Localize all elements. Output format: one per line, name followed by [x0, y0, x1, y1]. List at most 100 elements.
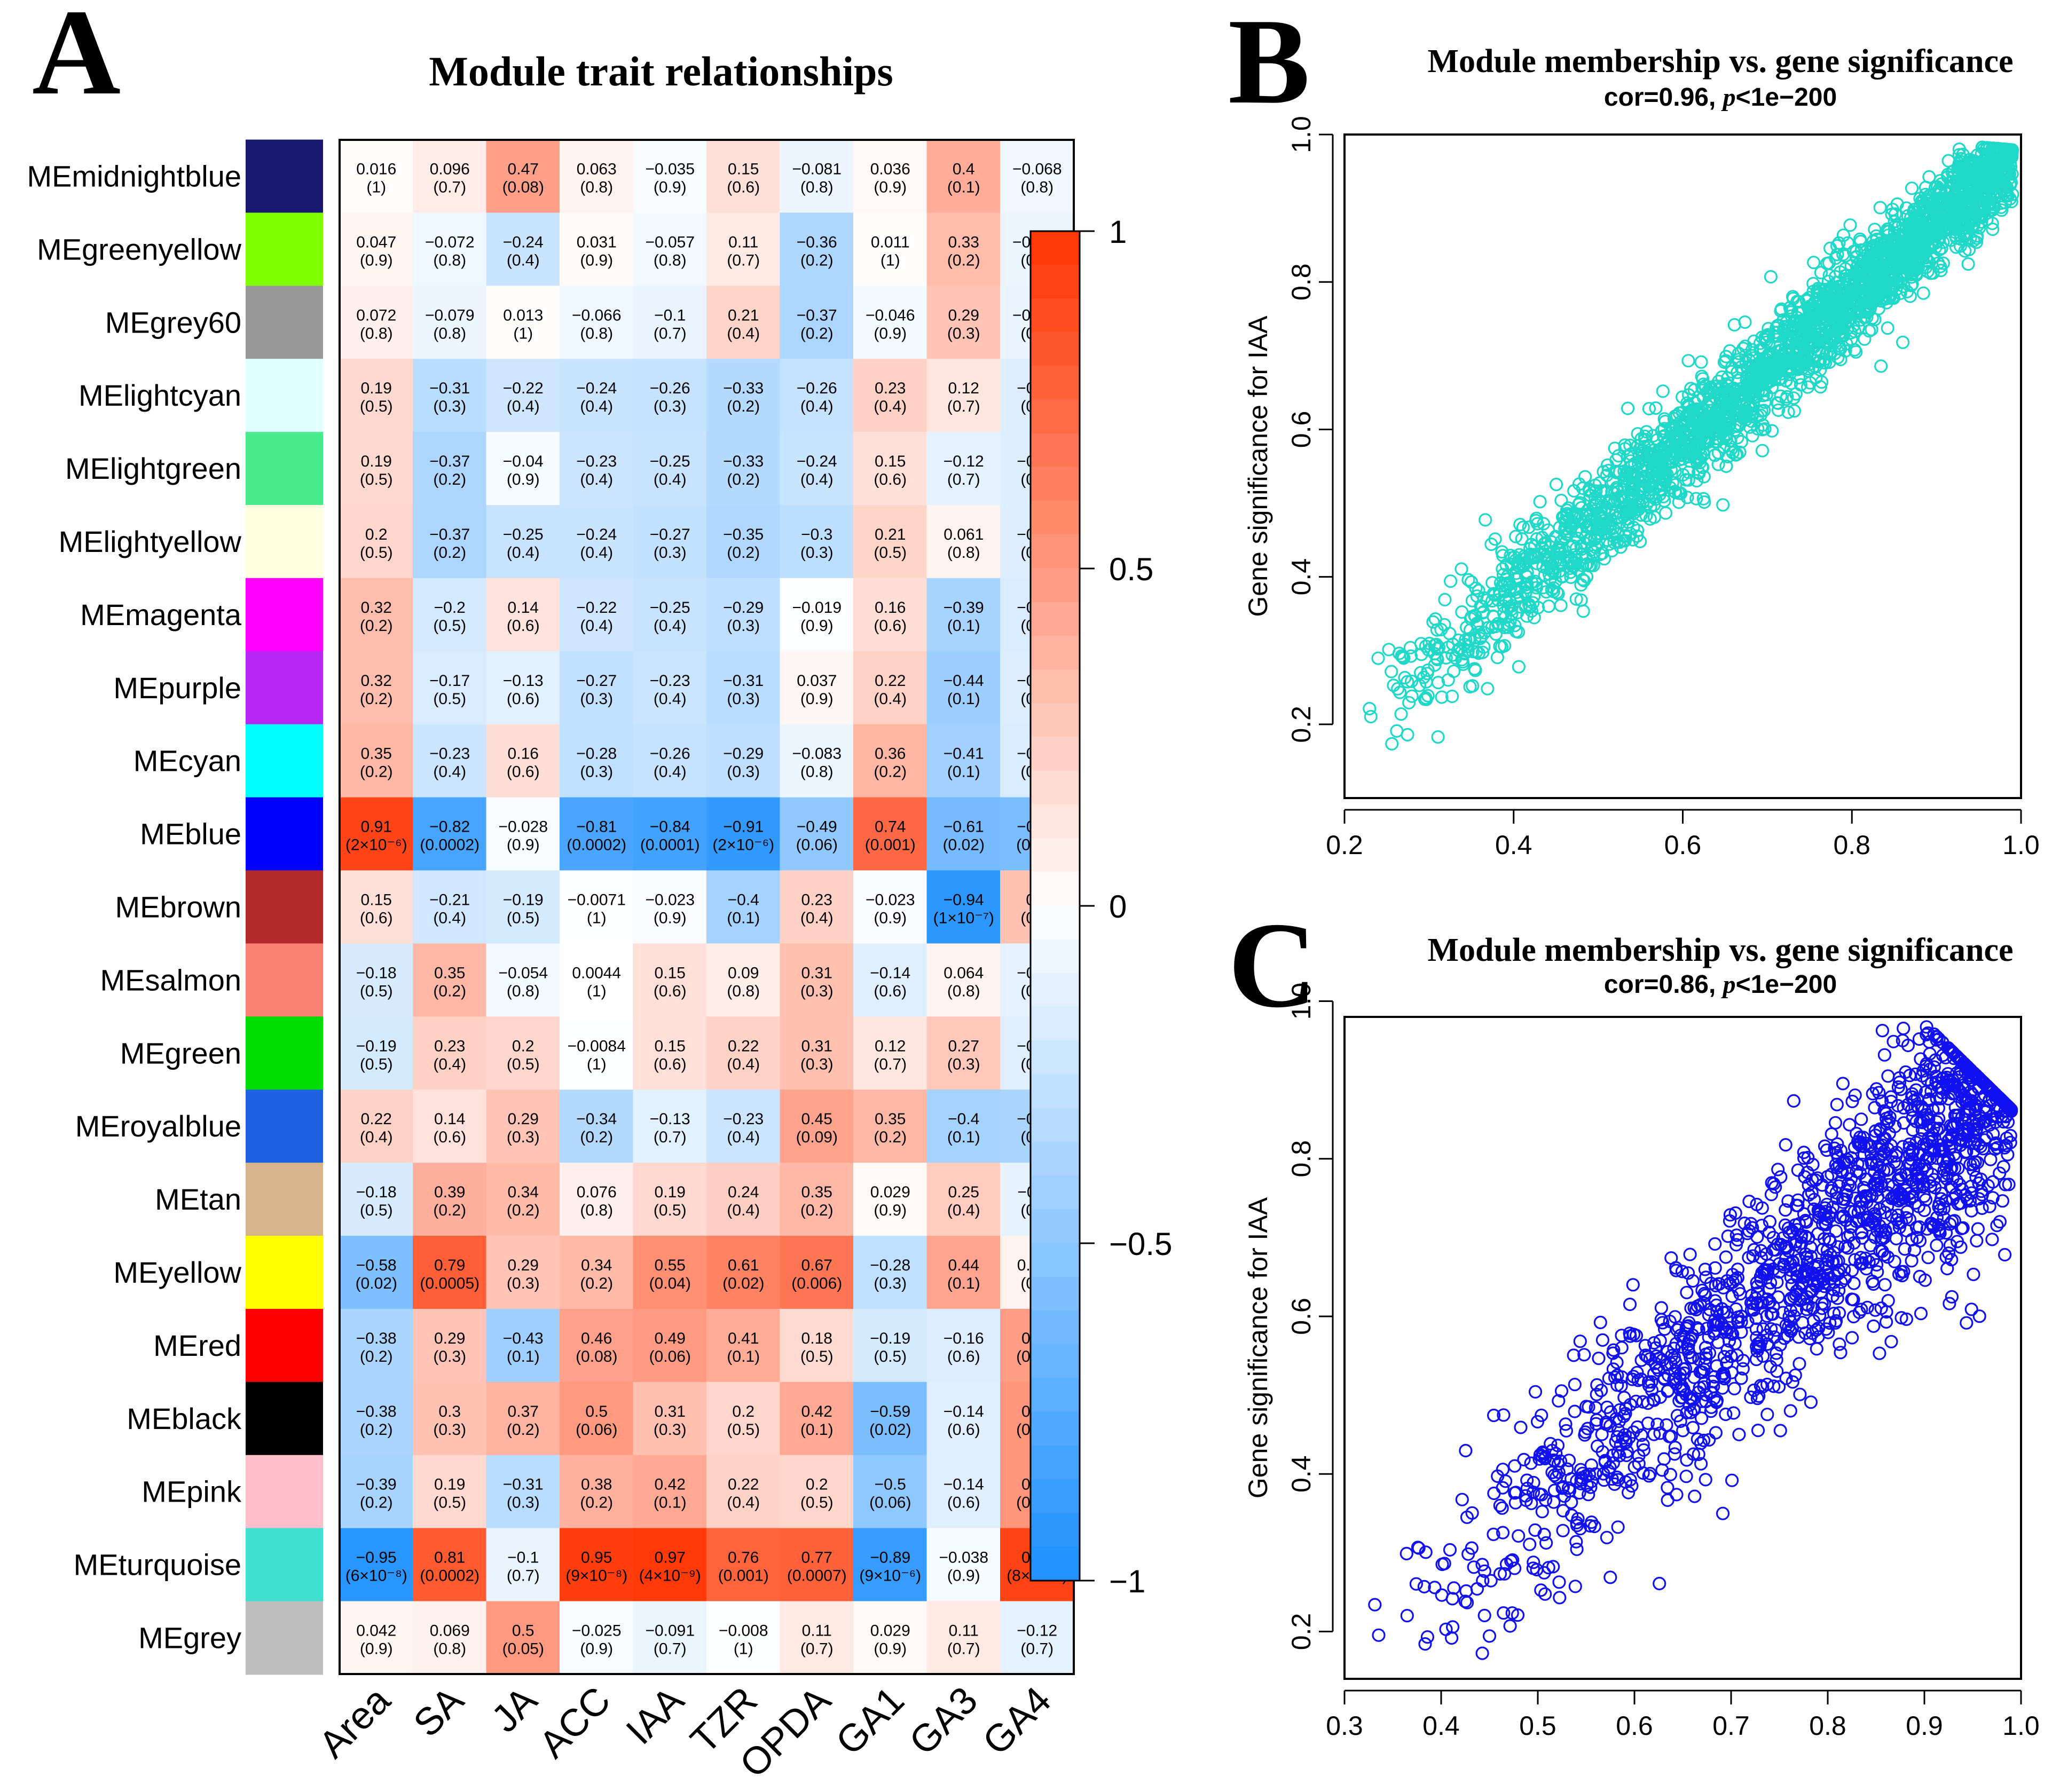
scatter-point — [1555, 495, 1567, 507]
cell-correlation: 0.35 — [875, 1110, 906, 1128]
cell-pvalue: (1×10⁻⁷) — [933, 909, 994, 927]
cell-pvalue: (0.6) — [874, 471, 907, 488]
scatter-point — [1762, 1409, 1773, 1420]
scatter-point — [1530, 1386, 1542, 1398]
cell-correlation: −0.44 — [944, 672, 984, 690]
cell-pvalue: (0.4) — [507, 544, 540, 562]
cell-correlation: −0.24 — [503, 233, 544, 251]
cell-correlation: −0.16 — [944, 1330, 984, 1347]
scatter-point — [1429, 613, 1441, 625]
module-swatch-MElightgreen — [246, 432, 323, 506]
y-tick-label: 0.2 — [1286, 706, 1316, 743]
scatter-point — [1513, 661, 1524, 673]
module-label-MEyellow: MEyellow — [113, 1256, 241, 1289]
cell-correlation: −0.27 — [650, 526, 690, 543]
cell-correlation: 0.31 — [655, 1403, 686, 1420]
module-swatch-MEbrown — [246, 871, 323, 944]
cell-correlation: 0.41 — [728, 1330, 759, 1347]
scatter-point — [1856, 1114, 1867, 1125]
cell-correlation: −0.39 — [944, 599, 984, 617]
cell-pvalue: (0.9) — [360, 1640, 393, 1657]
scatter-point — [1369, 1599, 1381, 1611]
cell-correlation: 0.15 — [655, 964, 686, 982]
colorbar-step — [1031, 1175, 1080, 1210]
y-tick-label: 0.8 — [1286, 1140, 1316, 1178]
cell-correlation: 0.031 — [577, 233, 617, 251]
cell-correlation: 0.011 — [871, 233, 910, 251]
cell-pvalue: (0.7) — [1020, 1640, 1053, 1657]
module-swatch-MEgreenyellow — [246, 212, 323, 286]
cell-pvalue: (0.3) — [507, 1275, 540, 1292]
cell-pvalue: (0.2) — [874, 763, 907, 781]
module-label-MEmagenta: MEmagenta — [80, 598, 242, 631]
scatter-point — [1994, 1216, 2006, 1228]
cell-correlation: 0.013 — [503, 306, 543, 324]
cell-pvalue: (0.2) — [580, 1275, 613, 1292]
cell-pvalue: (0.4) — [654, 471, 687, 488]
panel-b-subtitle: cor=0.96, p<1e−200 — [1604, 83, 1837, 112]
cell-correlation: 0.2 — [806, 1476, 828, 1494]
colorbar-tick-label: −1 — [1109, 1564, 1145, 1599]
cell-pvalue: (9×10⁻⁸) — [565, 1567, 627, 1585]
scatter-point — [1391, 725, 1403, 737]
scatter-point — [1655, 1302, 1667, 1314]
scatter-point — [1811, 1343, 1822, 1355]
module-label-MEbrown: MEbrown — [115, 890, 241, 923]
cell-correlation: −0.019 — [792, 599, 842, 617]
cell-pvalue: (0.5) — [360, 1202, 393, 1219]
cell-pvalue: (1) — [587, 982, 607, 1000]
scatter-point — [1444, 1544, 1456, 1556]
cell-correlation: −0.19 — [870, 1330, 910, 1347]
cell-pvalue: (0.6) — [507, 617, 540, 635]
panel-c-subtitle: cor=0.86, p<1e−200 — [1604, 970, 1837, 999]
cell-pvalue: (1) — [366, 178, 386, 196]
module-swatch-MEroyalblue — [246, 1090, 323, 1163]
scatter-point — [1570, 1536, 1582, 1548]
cell-correlation: −0.4 — [728, 891, 759, 909]
cell-correlation: 0.37 — [508, 1403, 539, 1420]
module-label-MEmidnightblue: MEmidnightblue — [27, 159, 241, 193]
cell-pvalue: (0.3) — [727, 690, 760, 708]
module-swatches — [246, 140, 323, 1675]
cell-pvalue: (0.7) — [654, 325, 687, 342]
scatter-point — [1794, 1388, 1806, 1400]
scatter-point — [1447, 1621, 1459, 1633]
scatter-point — [1962, 258, 1974, 270]
scatter-point — [1734, 1288, 1746, 1300]
scatter-point — [1882, 322, 1893, 334]
cell-correlation: −0.31 — [429, 380, 470, 397]
cell-correlation: 0.35 — [801, 1183, 832, 1201]
scatter-point — [1726, 1474, 1738, 1486]
y-tick-label: 0.2 — [1286, 1613, 1316, 1651]
cell-pvalue: (0.6) — [874, 982, 907, 1000]
cell-pvalue: (0.8) — [1020, 178, 1053, 196]
cell-pvalue: (0.8) — [947, 982, 980, 1000]
scatter-point — [1835, 1347, 1846, 1359]
cell-correlation: 0.34 — [581, 1257, 612, 1274]
cell-pvalue: (0.5) — [800, 1494, 834, 1512]
scatter-point — [1528, 612, 1540, 623]
cell-correlation: 0.2 — [512, 1037, 534, 1055]
cell-pvalue: (0.5) — [360, 471, 393, 488]
x-tick-label: 0.9 — [1906, 1711, 1943, 1741]
scatter-point — [1569, 1581, 1581, 1592]
cell-pvalue: (0.4) — [874, 690, 907, 708]
cell-correlation: 0.14 — [434, 1110, 465, 1128]
cell-correlation: −0.22 — [576, 599, 617, 617]
cell-correlation: 0.67 — [801, 1257, 832, 1274]
x-tick-label: 0.6 — [1664, 830, 1702, 860]
cell-correlation: −0.23 — [650, 672, 690, 690]
colorbar-tick-label: 0.5 — [1109, 551, 1153, 587]
scatter-point — [1720, 1409, 1732, 1420]
cell-correlation: −0.1 — [654, 306, 686, 324]
scatter-point — [1728, 319, 1740, 331]
cell-correlation: −0.25 — [503, 526, 544, 543]
cell-pvalue: (0.3) — [507, 1128, 540, 1146]
cell-pvalue: (0.2) — [727, 398, 760, 415]
cell-pvalue: (0.4) — [433, 763, 466, 781]
cell-correlation: −0.14 — [944, 1476, 984, 1494]
cell-pvalue: (0.3) — [800, 982, 834, 1000]
cell-correlation: 0.91 — [361, 818, 392, 836]
cell-correlation: −0.083 — [792, 745, 842, 763]
cell-correlation: 0.97 — [655, 1549, 686, 1567]
